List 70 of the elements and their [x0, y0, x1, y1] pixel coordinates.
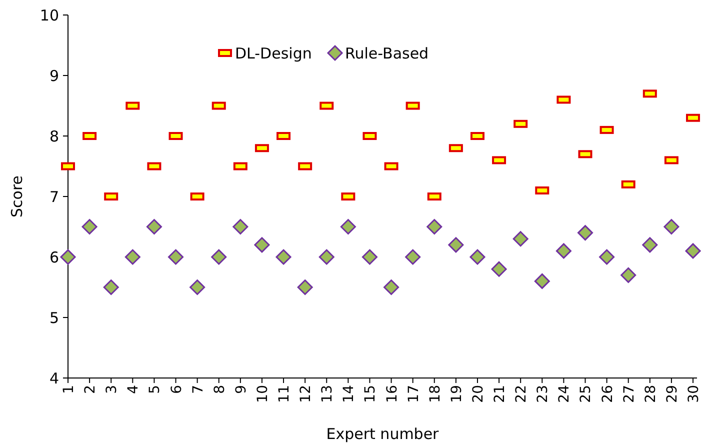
point [297, 280, 313, 295]
point [124, 249, 140, 265]
point [146, 219, 162, 234]
x-tick-label: 21 [492, 385, 508, 403]
x-tick-label: 5 [147, 385, 164, 394]
x-tick-label: 4 [126, 384, 142, 394]
x-tick-label: 29 [664, 385, 680, 403]
point [556, 243, 572, 259]
x-tick-label: 14 [341, 384, 358, 403]
point [664, 219, 680, 234]
y-tick-label: 9 [49, 66, 59, 85]
x-tick-label: 6 [168, 384, 185, 394]
point [405, 249, 421, 265]
point [384, 280, 400, 295]
x-tick-label: 25 [578, 385, 594, 403]
x-tick-label: 15 [362, 385, 379, 403]
point [491, 261, 507, 277]
point [620, 267, 636, 283]
point [599, 249, 615, 265]
x-tick-label: 19 [448, 385, 465, 403]
point [82, 219, 98, 234]
x-tick-label: 9 [233, 385, 250, 394]
y-tick-label: 8 [49, 127, 59, 146]
x-tick-label: 27 [621, 385, 638, 403]
x-tick-label: 13 [320, 385, 336, 403]
point [448, 237, 464, 253]
point [211, 249, 227, 265]
x-tick-label: 23 [535, 385, 552, 403]
point [362, 249, 378, 265]
point [190, 280, 206, 295]
y-tick-label: 7 [49, 188, 59, 206]
x-tick-label: 2 [82, 385, 99, 394]
x-tick-label: 28 [642, 385, 659, 403]
point [577, 225, 593, 241]
point [103, 280, 119, 295]
x-tick-label: 18 [427, 385, 444, 403]
point [512, 231, 528, 247]
point [254, 237, 270, 253]
point [276, 249, 292, 265]
x-tick-label: 7 [190, 385, 206, 394]
point [642, 237, 658, 253]
point [318, 249, 334, 265]
x-axis-title: Expert number [326, 425, 440, 443]
x-tick-label: 26 [600, 384, 616, 403]
x-tick-label: 11 [276, 385, 293, 403]
point [470, 249, 486, 265]
y-tick-label: 10 [40, 6, 59, 24]
x-tick-label: 1 [61, 385, 77, 394]
point [685, 243, 701, 259]
legend-label: DL-Design [235, 44, 312, 62]
x-tick-label: 3 [104, 385, 120, 394]
point [426, 219, 442, 234]
point [340, 219, 356, 234]
x-tick-label: 24 [556, 384, 573, 403]
legend-label: Rule-Based [345, 44, 429, 62]
point [232, 219, 248, 234]
point [534, 273, 550, 289]
y-axis-title: Score [8, 175, 26, 218]
x-tick-label: 8 [212, 385, 228, 394]
point [168, 249, 184, 265]
y-tick-label: 6 [49, 248, 59, 266]
x-tick-label: 20 [470, 385, 486, 403]
x-tick-label: 10 [254, 385, 271, 403]
x-tick-label: 16 [384, 384, 400, 403]
y-tick-label: 5 [49, 308, 59, 327]
x-tick-label: 17 [406, 385, 422, 403]
x-tick-label: 12 [298, 385, 314, 403]
point [60, 249, 76, 265]
x-tick-label: 22 [514, 385, 530, 403]
x-tick-label: 30 [686, 385, 701, 403]
